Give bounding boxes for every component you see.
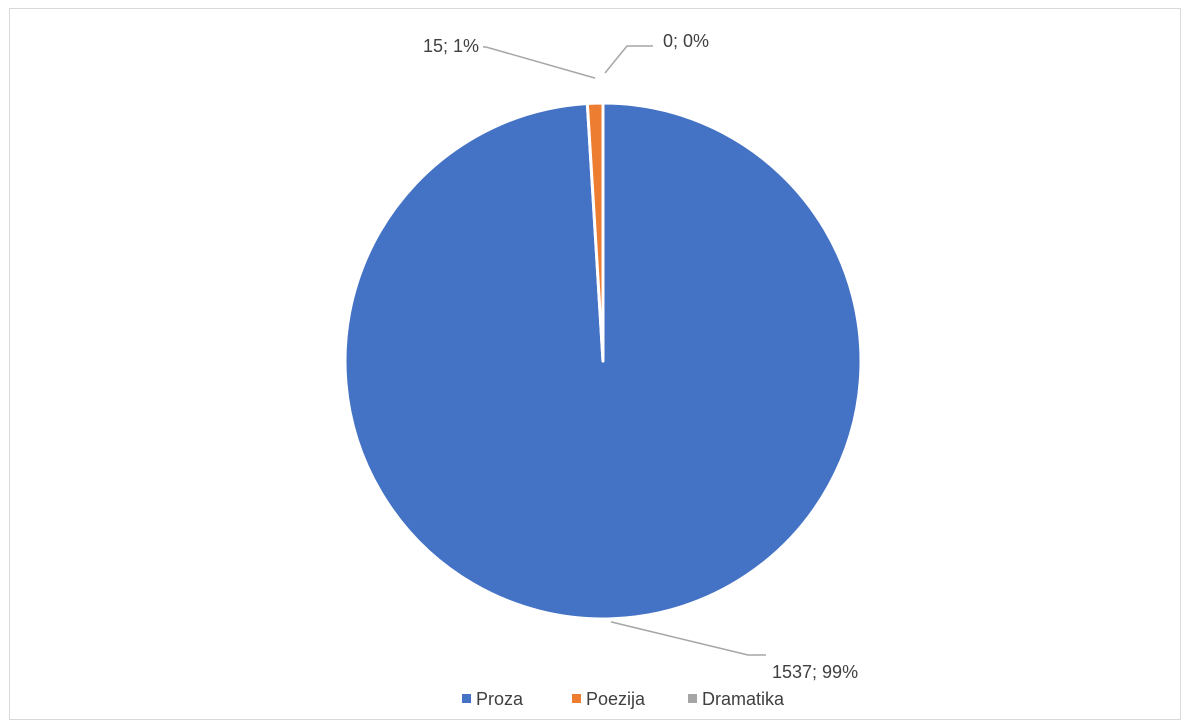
legend-swatch-dramatika <box>688 694 697 703</box>
pie-slice-poezija <box>585 101 605 363</box>
legend-item-poezija: Poezija <box>572 689 646 709</box>
legend-label-poezija: Poezija <box>586 689 646 709</box>
legend-label-proza: Proza <box>476 689 524 709</box>
pie-slices <box>343 101 863 621</box>
data-label-dramatika: 0; 0% <box>663 31 709 51</box>
data-label-proza: 1537; 99% <box>772 662 858 682</box>
data-labels: 1537; 99% 15; 1% 0; 0% <box>423 31 858 682</box>
legend-label-dramatika: Dramatika <box>702 689 785 709</box>
legend-swatch-proza <box>462 694 471 703</box>
legend: Proza Poezija Dramatika <box>462 689 785 709</box>
legend-swatch-poezija <box>572 694 581 703</box>
legend-item-dramatika: Dramatika <box>688 689 785 709</box>
leader-lines <box>483 45 766 656</box>
leader-line-poezija <box>483 46 596 79</box>
legend-item-proza: Proza <box>462 689 524 709</box>
data-label-poezija: 15; 1% <box>423 36 479 56</box>
leader-line-dramatika <box>604 45 653 74</box>
leader-line-proza <box>610 621 766 656</box>
